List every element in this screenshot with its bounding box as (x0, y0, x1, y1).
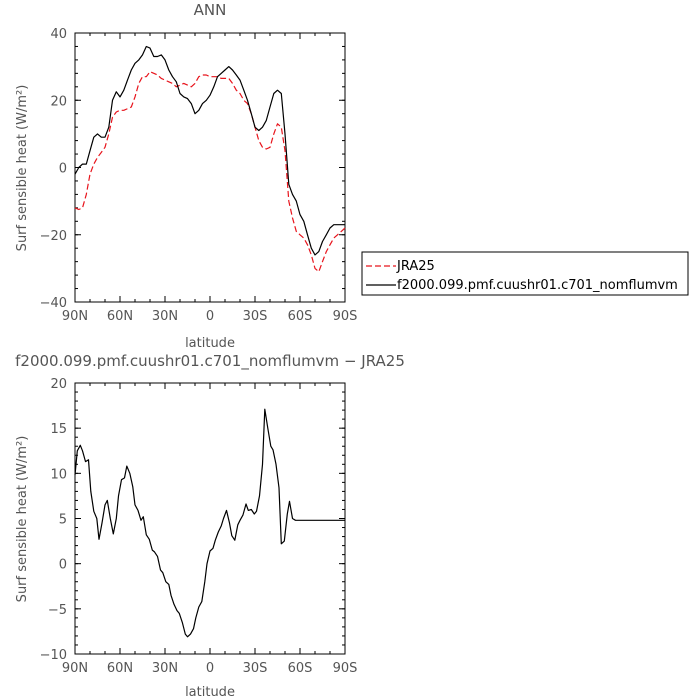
top-y-axis-label: Surf sensible heat (W/m²) (15, 85, 30, 252)
top-x-tick-label: 30N (152, 309, 178, 324)
bottom-plot-frame (74, 382, 346, 655)
bottom-y-tick-label: −10 (40, 648, 67, 663)
top-x-tick-label: 90N (62, 309, 88, 324)
top-series-line-f2000-099-pmf-cuushr01-c701-nomflumvm (74, 45, 345, 256)
top-y-tick-label: −20 (40, 229, 67, 244)
top-x-tick-label: 90S (333, 309, 358, 324)
bottom-x-tick-label: 90N (62, 661, 88, 676)
top-chart-panel: ANN 90N 60N 30N 0 30S 60S 90S −40 −20 0 20 40 latit… (15, 1, 357, 351)
bottom-chart-title: f2000.099.pmf.cuushr01.c701_nomflumvm − … (15, 352, 405, 371)
top-plot-area: 90N 60N 30N 0 30S 60S 90S −40 −20 0 20 40 (40, 27, 358, 324)
bottom-y-axis-label: Surf sensible heat (W/m²) (15, 436, 30, 603)
top-x-tick-label: 60S (288, 309, 313, 324)
top-y-tick-label: 0 (59, 162, 67, 177)
bottom-chart-panel: f2000.099.pmf.cuushr01.c701_nomflumvm − … (15, 352, 405, 700)
bottom-y-tick-label: −5 (48, 603, 67, 618)
bottom-x-tick-label: 30S (243, 661, 268, 676)
bottom-y-tick-label: 5 (59, 513, 67, 528)
top-series-line-jra25 (74, 71, 346, 273)
top-x-tick-label: 0 (206, 309, 214, 324)
top-y-tick-label: 20 (50, 94, 67, 109)
bottom-x-axis-label: latitude (185, 685, 235, 700)
legend: JRA25 f2000.099.pmf.cuushr01.c701_nomflu… (361, 251, 689, 296)
legend-label-jra25: JRA25 (396, 259, 435, 274)
top-x-axis-label: latitude (185, 336, 235, 351)
top-chart-title: ANN (194, 1, 227, 19)
bottom-y-tick-label: 0 (59, 558, 67, 573)
bottom-plot-area: 90N 60N 30N 0 30S 60S 90S −10 −5 0 5 10 15 20 (40, 377, 358, 676)
top-x-tick-label: 30S (243, 309, 268, 324)
bottom-y-tick-label: 15 (50, 422, 67, 437)
top-y-tick-label: −40 (40, 296, 67, 311)
bottom-x-tick-label: 30N (152, 661, 178, 676)
bottom-x-tick-label: 60S (288, 661, 313, 676)
bottom-x-tick-label: 60N (107, 661, 133, 676)
top-y-tick-label: 40 (50, 27, 67, 42)
bottom-series-line-difference (74, 408, 345, 638)
bottom-x-tick-label: 0 (206, 661, 214, 676)
bottom-y-tick-label: 20 (50, 377, 67, 392)
top-plot-frame (74, 32, 346, 303)
bottom-y-tick-label: 10 (50, 467, 67, 482)
legend-label-model: f2000.099.pmf.cuushr01.c701_nomflumvm (397, 278, 678, 293)
legend-box (361, 251, 689, 296)
bottom-x-tick-label: 90S (333, 661, 358, 676)
top-x-tick-label: 60N (107, 309, 133, 324)
